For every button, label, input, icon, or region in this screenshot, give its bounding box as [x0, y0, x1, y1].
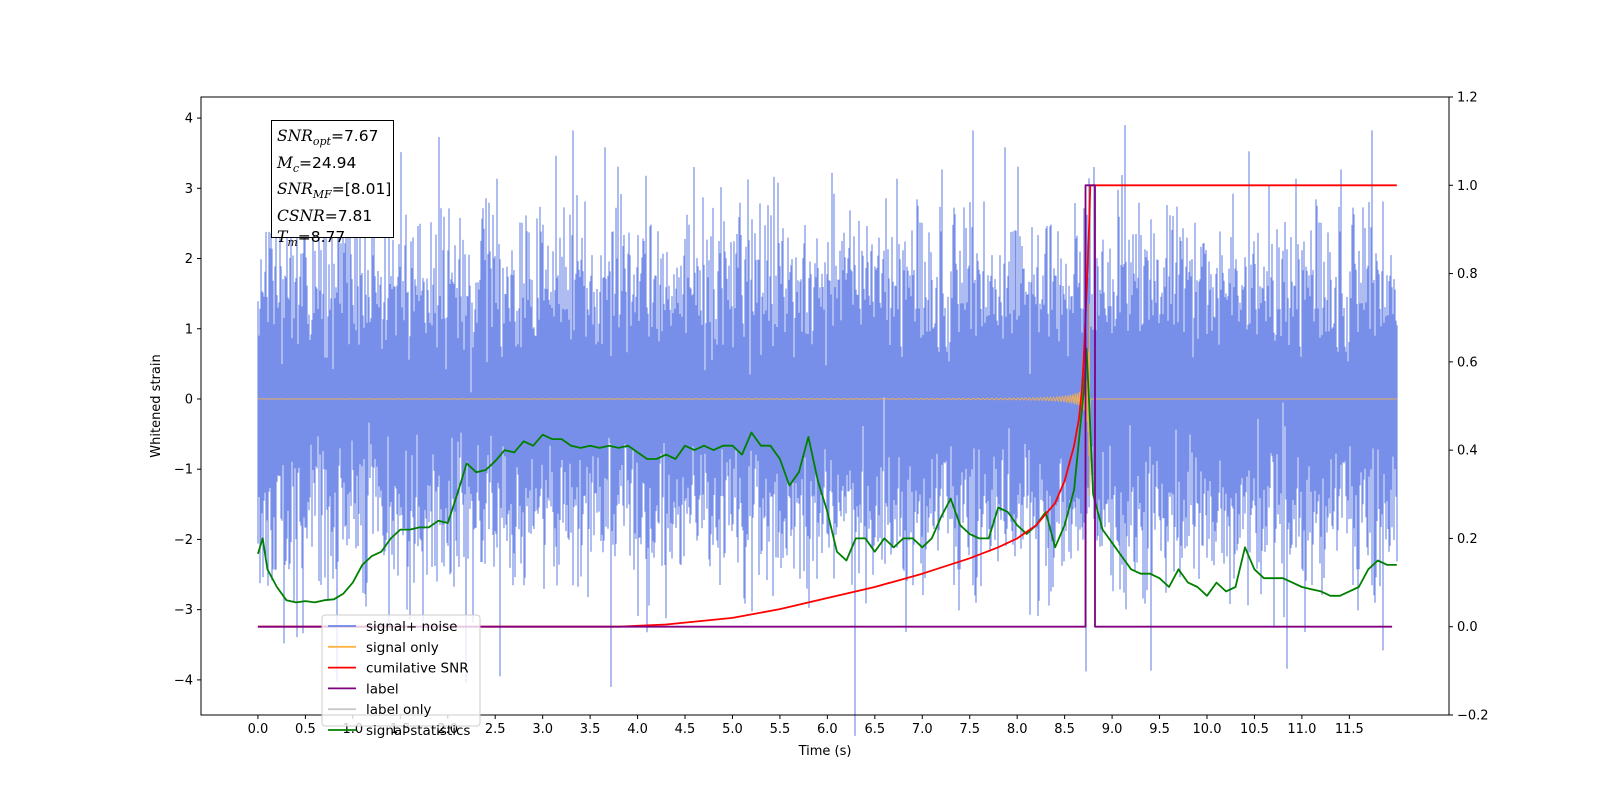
legend: signal+ noise signal only cumilative SNR la… [321, 614, 481, 739]
y-right-tick-label: 0.8 [1457, 267, 1478, 282]
x-tick-label: 7.5 [959, 722, 980, 737]
y-left-tick-label: 0 [185, 392, 193, 407]
annotation-csnr: CSNR=7.81 [277, 207, 373, 226]
y-left-tick-label: 4 [185, 112, 193, 127]
legend-label: signal statistics [366, 723, 470, 739]
annotation-snr-opt: SNRopt=7.67 [277, 127, 379, 149]
signal-only-series [257, 303, 1397, 496]
y-left-tick-label: −3 [174, 603, 193, 618]
y-left-tick-label: −4 [174, 673, 193, 688]
y-right-tick-label: 0.2 [1457, 532, 1478, 547]
annotation-merger-time: Tm=8.77 [277, 227, 346, 249]
y-left-tick-label: 2 [185, 252, 193, 267]
label-trace [257, 184, 1393, 628]
x-tick-label: 0.5 [295, 722, 316, 737]
x-tick-label: 5.5 [770, 722, 791, 737]
y-right-tick-label: 0.0 [1457, 620, 1478, 635]
legend-label: label [366, 681, 399, 697]
signal-only-trace [257, 303, 1397, 496]
y-right-tick-label: 0.6 [1457, 355, 1478, 370]
x-tick-label: 10.0 [1193, 722, 1222, 737]
legend-label: label only [366, 702, 432, 718]
x-tick-label: 8.5 [1054, 722, 1075, 737]
y-right-tick-label: 0.4 [1457, 444, 1478, 459]
x-tick-label: 9.0 [1102, 722, 1123, 737]
cumulative-snr-trace [257, 184, 1397, 628]
x-tick-label: 3.0 [532, 722, 553, 737]
legend-label: cumilative SNR [366, 661, 469, 677]
x-tick-label: 6.0 [817, 722, 838, 737]
annotation-box: SNRopt=7.67 Mc=24.94 SNRMF=[8.01] CSNR=7… [271, 120, 394, 249]
y-left-tick-label: −1 [174, 463, 193, 478]
y-right-tick-label: 1.2 [1457, 91, 1478, 106]
label-series [257, 184, 1393, 628]
signal-noise-trace [257, 125, 1398, 736]
y-left-tick-label: −2 [174, 533, 193, 548]
x-tick-label: 9.5 [1149, 722, 1170, 737]
x-tick-label: 4.5 [675, 722, 696, 737]
y-axis-right: 1.2 1.0 0.8 0.6 0.4 0.2 0.0 −0.2 [1449, 91, 1489, 724]
legend-label: signal only [366, 640, 439, 656]
signal-noise-series [257, 125, 1398, 736]
annotation-chirp-mass: Mc=24.94 [277, 153, 357, 175]
x-tick-label: 11.0 [1287, 722, 1316, 737]
y-right-tick-label: 1.0 [1457, 179, 1478, 194]
x-tick-label: 0.0 [248, 722, 269, 737]
y-axis-left: 4 3 2 1 0 −1 −2 −3 −4 [174, 112, 201, 688]
x-axis: 0.0 0.5 1.0 1.5 2.0 2.5 3.0 3.5 4.0 4.5 5.0 5.5 6.0 6… [248, 715, 1364, 737]
x-tick-label: 3.5 [580, 722, 601, 737]
signal-statistics-trace [257, 347, 1397, 604]
y-axis-label: Whitened strain [149, 354, 164, 457]
x-tick-label: 8.0 [1007, 722, 1028, 737]
x-tick-label: 6.5 [864, 722, 885, 737]
x-axis-label: Time (s) [798, 744, 852, 759]
y-right-tick-label: −0.2 [1457, 709, 1489, 724]
cumulative-snr-series [257, 184, 1397, 628]
x-tick-label: 7.0 [912, 722, 933, 737]
legend-frame [321, 614, 481, 727]
legend-label: signal+ noise [366, 619, 457, 635]
plot-frame [200, 96, 1450, 716]
y-left-tick-label: 3 [185, 182, 193, 197]
signal-statistics-series [257, 347, 1397, 604]
x-tick-label: 4.0 [627, 722, 648, 737]
y-left-tick-label: 1 [185, 322, 193, 337]
x-tick-label: 10.5 [1240, 722, 1269, 737]
x-tick-label: 2.5 [485, 722, 506, 737]
x-tick-label: 11.5 [1335, 722, 1364, 737]
x-tick-label: 5.0 [722, 722, 743, 737]
annotation-snr-mf: SNRMF=[8.01] [277, 180, 392, 202]
